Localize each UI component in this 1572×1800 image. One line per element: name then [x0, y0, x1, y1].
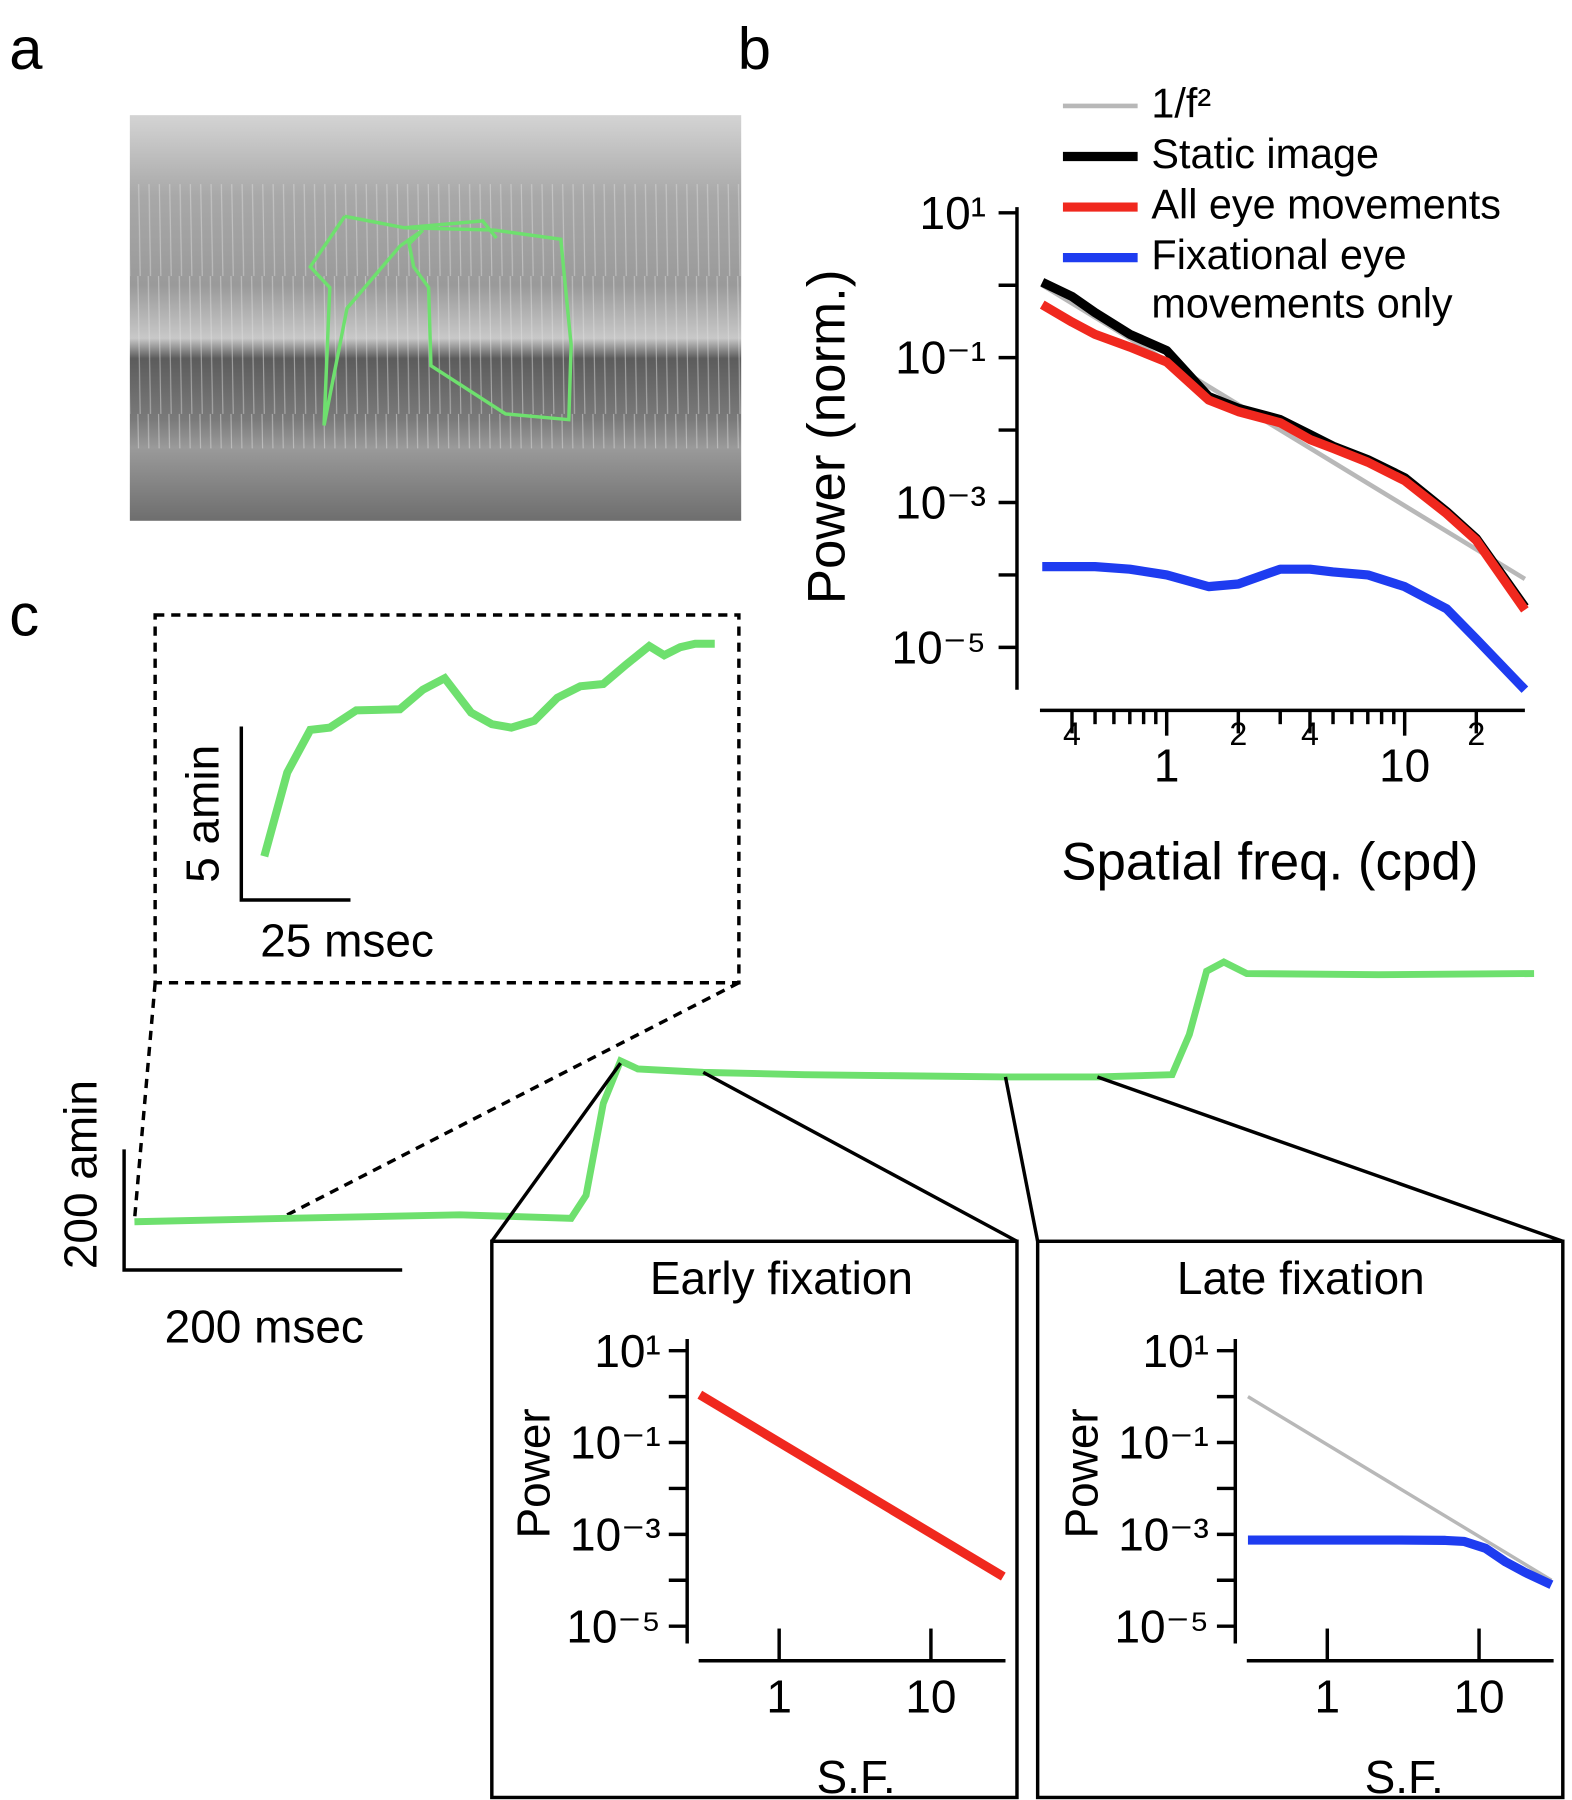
legend-label: Fixational eye movements only	[1151, 231, 1453, 327]
series-line	[1247, 1395, 1553, 1582]
x-tick-label: 4	[1063, 716, 1081, 752]
legend-entry: 1/f²	[1151, 79, 1212, 127]
y-tick-label: 10⁻³	[570, 1508, 661, 1560]
y-tick-label: 10⁻¹	[895, 332, 986, 384]
series-line	[1039, 300, 1529, 613]
scale-label: 200 msec	[165, 1300, 364, 1352]
inset-trace	[132, 613, 741, 1221]
x-tick-label: 10	[1379, 740, 1430, 792]
y-axis-label: Power (norm.)	[798, 270, 857, 605]
y-axis-label: Power	[507, 1408, 559, 1538]
x-tick-label: 10	[905, 1670, 956, 1722]
scale-label: 25 msec	[260, 914, 434, 966]
y-tick-label: 10¹	[1142, 1325, 1208, 1377]
y-tick-label: 10⁻¹	[570, 1417, 661, 1469]
eye-trace	[122, 958, 1565, 1800]
legend-entry: All eye movements	[1151, 180, 1501, 228]
chart-title: Early fixation	[650, 1252, 913, 1304]
x-tick-label: 4	[1301, 716, 1319, 752]
y-tick-label: 10¹	[594, 1325, 660, 1377]
panel-label: a	[9, 15, 43, 82]
series-line	[1247, 1535, 1554, 1589]
scale-label: 5 amin	[176, 745, 228, 883]
y-tick-label: 10⁻⁵	[566, 1600, 660, 1652]
series-line	[1042, 562, 1529, 693]
y-tick-label: 10⁻⁵	[1114, 1600, 1208, 1652]
y-tick-label: 10⁻¹	[1118, 1417, 1209, 1469]
legend-label: All eye movements	[1151, 180, 1501, 228]
y-tick-label: 10⁻³	[895, 477, 986, 529]
legend-label: Static image	[1151, 130, 1380, 178]
legend-entry: Fixational eye movements only	[1151, 231, 1453, 327]
y-tick-label: 10¹	[920, 187, 986, 239]
x-tick-label: 1	[1315, 1670, 1341, 1722]
y-axis-label: Power	[1055, 1408, 1107, 1538]
panel-label: b	[738, 15, 771, 82]
series-line	[697, 1390, 1006, 1581]
x-tick-label: 2	[1467, 716, 1485, 752]
x-axis-label: Spatial freq. (cpd)	[1061, 832, 1478, 891]
x-tick-label: 2	[1229, 716, 1247, 752]
x-tick-label: 1	[766, 1670, 792, 1722]
x-tick-label: 1	[1154, 740, 1180, 792]
scale-label: 200 amin	[55, 1080, 107, 1269]
panel-label: c	[9, 582, 39, 649]
x-axis-label: S.F.	[1365, 1751, 1444, 1800]
y-tick-label: 10⁻⁵	[892, 621, 986, 673]
x-tick-label: 10	[1453, 1670, 1504, 1722]
chart-title: Late fixation	[1177, 1252, 1425, 1304]
x-axis-label: S.F.	[817, 1751, 896, 1800]
photo	[129, 115, 742, 521]
legend-entry: Static image	[1151, 130, 1380, 178]
legend-label: 1/f²	[1151, 79, 1212, 127]
y-tick-label: 10⁻³	[1118, 1508, 1209, 1560]
